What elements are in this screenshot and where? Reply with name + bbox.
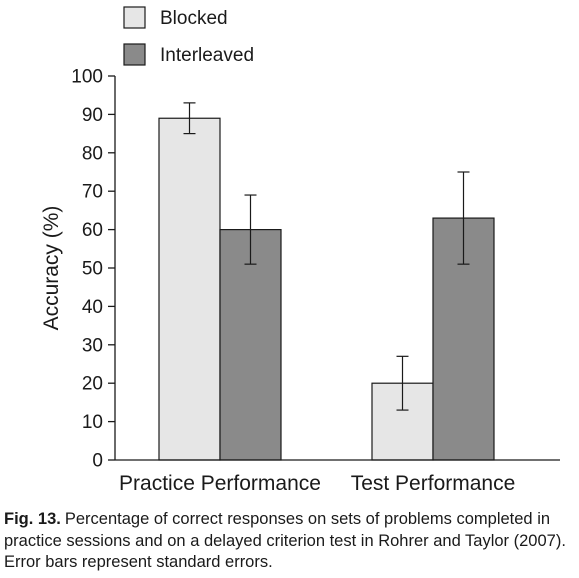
y-tick-label: 90 — [82, 105, 103, 126]
y-tick-label: 80 — [82, 143, 103, 164]
bar-blocked — [158, 117, 221, 461]
x-category-label: Test Performance — [351, 472, 516, 495]
legend-label: Blocked — [160, 8, 228, 29]
legend-label: Interleaved — [160, 45, 254, 66]
y-tick-label: 30 — [82, 335, 103, 356]
figure-label: Fig. 13. — [4, 510, 61, 528]
legend-swatch — [123, 6, 146, 29]
y-tick-label: 50 — [82, 259, 103, 280]
bar-interleaved — [219, 229, 282, 461]
y-tick-label: 20 — [82, 374, 103, 395]
x-category-label: Practice Performance — [119, 472, 321, 495]
y-tick-label: 70 — [82, 182, 103, 203]
legend-swatch — [123, 43, 146, 66]
y-tick-label: 100 — [71, 67, 103, 88]
y-axis-label: Accuracy (%) — [40, 206, 63, 331]
x-axis: Practice Performance Test Performance — [115, 459, 560, 495]
y-tick-label: 10 — [82, 412, 103, 433]
legend: Blocked Interleaved — [123, 6, 254, 66]
y-axis: 0 10 20 30 40 50 60 70 80 90 100 — [71, 67, 116, 472]
bar-chart: Blocked Interleaved 0 10 20 30 40 50 60 70 80 90 10… — [40, 6, 560, 495]
y-tick-label: 0 — [92, 451, 103, 472]
caption-text: Percentage of correct responses on sets … — [4, 510, 566, 571]
y-tick-label: 40 — [82, 297, 103, 318]
bars — [158, 102, 495, 461]
y-tick-label: 60 — [82, 220, 103, 241]
figure-caption: Fig. 13. Percentage of correct responses … — [4, 509, 576, 574]
